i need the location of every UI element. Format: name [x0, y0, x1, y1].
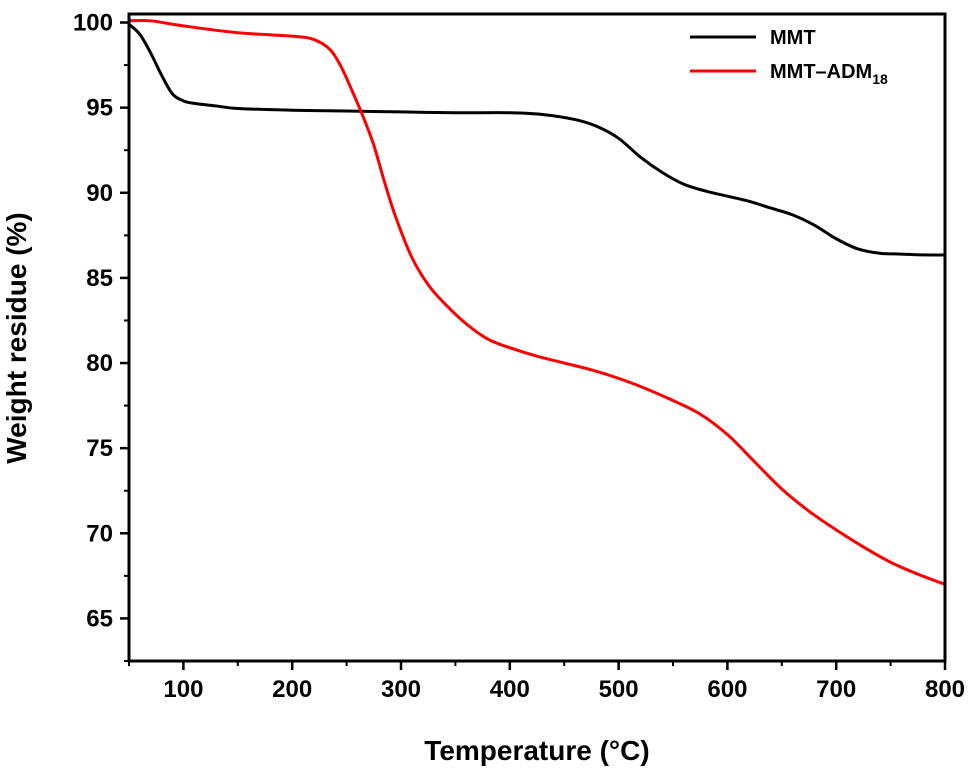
x-tick-label: 100	[163, 676, 203, 703]
x-tick-label: 200	[272, 676, 312, 703]
legend-label-subscript: 18	[872, 71, 888, 87]
y-tick-label: 80	[86, 350, 113, 377]
x-tick-label: 500	[599, 676, 639, 703]
y-tick-label: 90	[86, 180, 113, 207]
y-tick-label: 65	[86, 605, 113, 632]
y-tick-label: 75	[86, 435, 113, 462]
legend: MMT MMT–ADM18	[690, 27, 888, 87]
legend-label-mmt-adm18: MMT–ADM18	[770, 61, 888, 87]
y-tick-label: 85	[86, 265, 113, 292]
plot-area	[129, 18, 945, 586]
y-axis-title: Weight residue (%)	[1, 212, 32, 464]
x-tick-label: 600	[707, 676, 747, 703]
series-line-mmt-adm18	[129, 18, 945, 586]
legend-label-mmt: MMT	[770, 27, 816, 49]
x-tick-label: 700	[816, 676, 856, 703]
x-tick-label: 400	[490, 676, 530, 703]
y-tick-label: 100	[73, 10, 113, 37]
x-tick-label: 300	[381, 676, 421, 703]
series-line-mmt	[129, 23, 945, 257]
x-axis-title: Temperature (°C)	[424, 735, 649, 766]
axes: 100 200 300 400 500 600 700 800 65 70 75 80 85 90 95 10…	[73, 10, 965, 703]
x-tick-label: 800	[925, 676, 965, 703]
plot-frame	[127, 12, 947, 663]
y-tick-label: 70	[86, 520, 113, 547]
y-tick-label: 95	[86, 95, 113, 122]
